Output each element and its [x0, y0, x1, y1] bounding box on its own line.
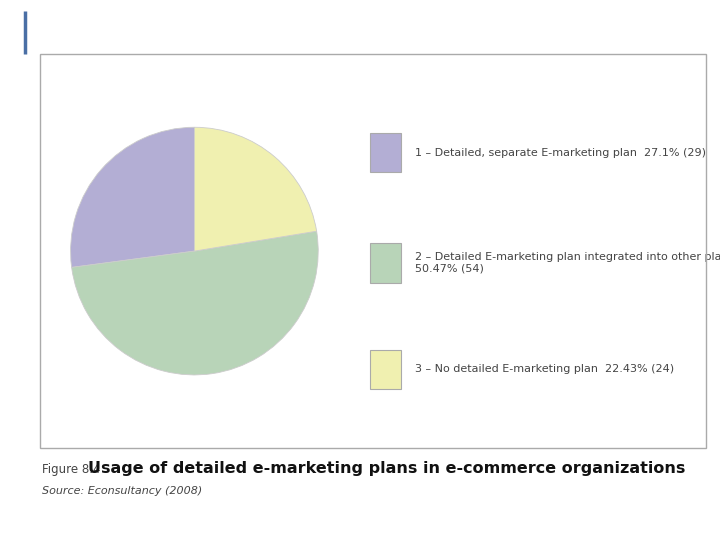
- Bar: [370, 243, 402, 282]
- Bar: [370, 350, 402, 389]
- Wedge shape: [194, 127, 317, 251]
- Text: 2 – Detailed E-marketing plan integrated into other plan
50.47% (54): 2 – Detailed E-marketing plan integrated…: [415, 252, 720, 274]
- Text: 1 – Detailed, separate E-marketing plan  27.1% (29): 1 – Detailed, separate E-marketing plan …: [415, 147, 706, 158]
- Wedge shape: [71, 231, 318, 375]
- Text: Figure 8.4: Figure 8.4: [42, 462, 108, 476]
- Wedge shape: [71, 127, 194, 267]
- Text: Source: Econsultancy (2008): Source: Econsultancy (2008): [42, 486, 202, 496]
- Bar: [370, 133, 402, 172]
- Text: 3 – No detailed E-marketing plan  22.43% (24): 3 – No detailed E-marketing plan 22.43% …: [415, 364, 675, 374]
- Text: Usage of detailed e-marketing plans in e-commerce organizations: Usage of detailed e-marketing plans in e…: [88, 461, 685, 476]
